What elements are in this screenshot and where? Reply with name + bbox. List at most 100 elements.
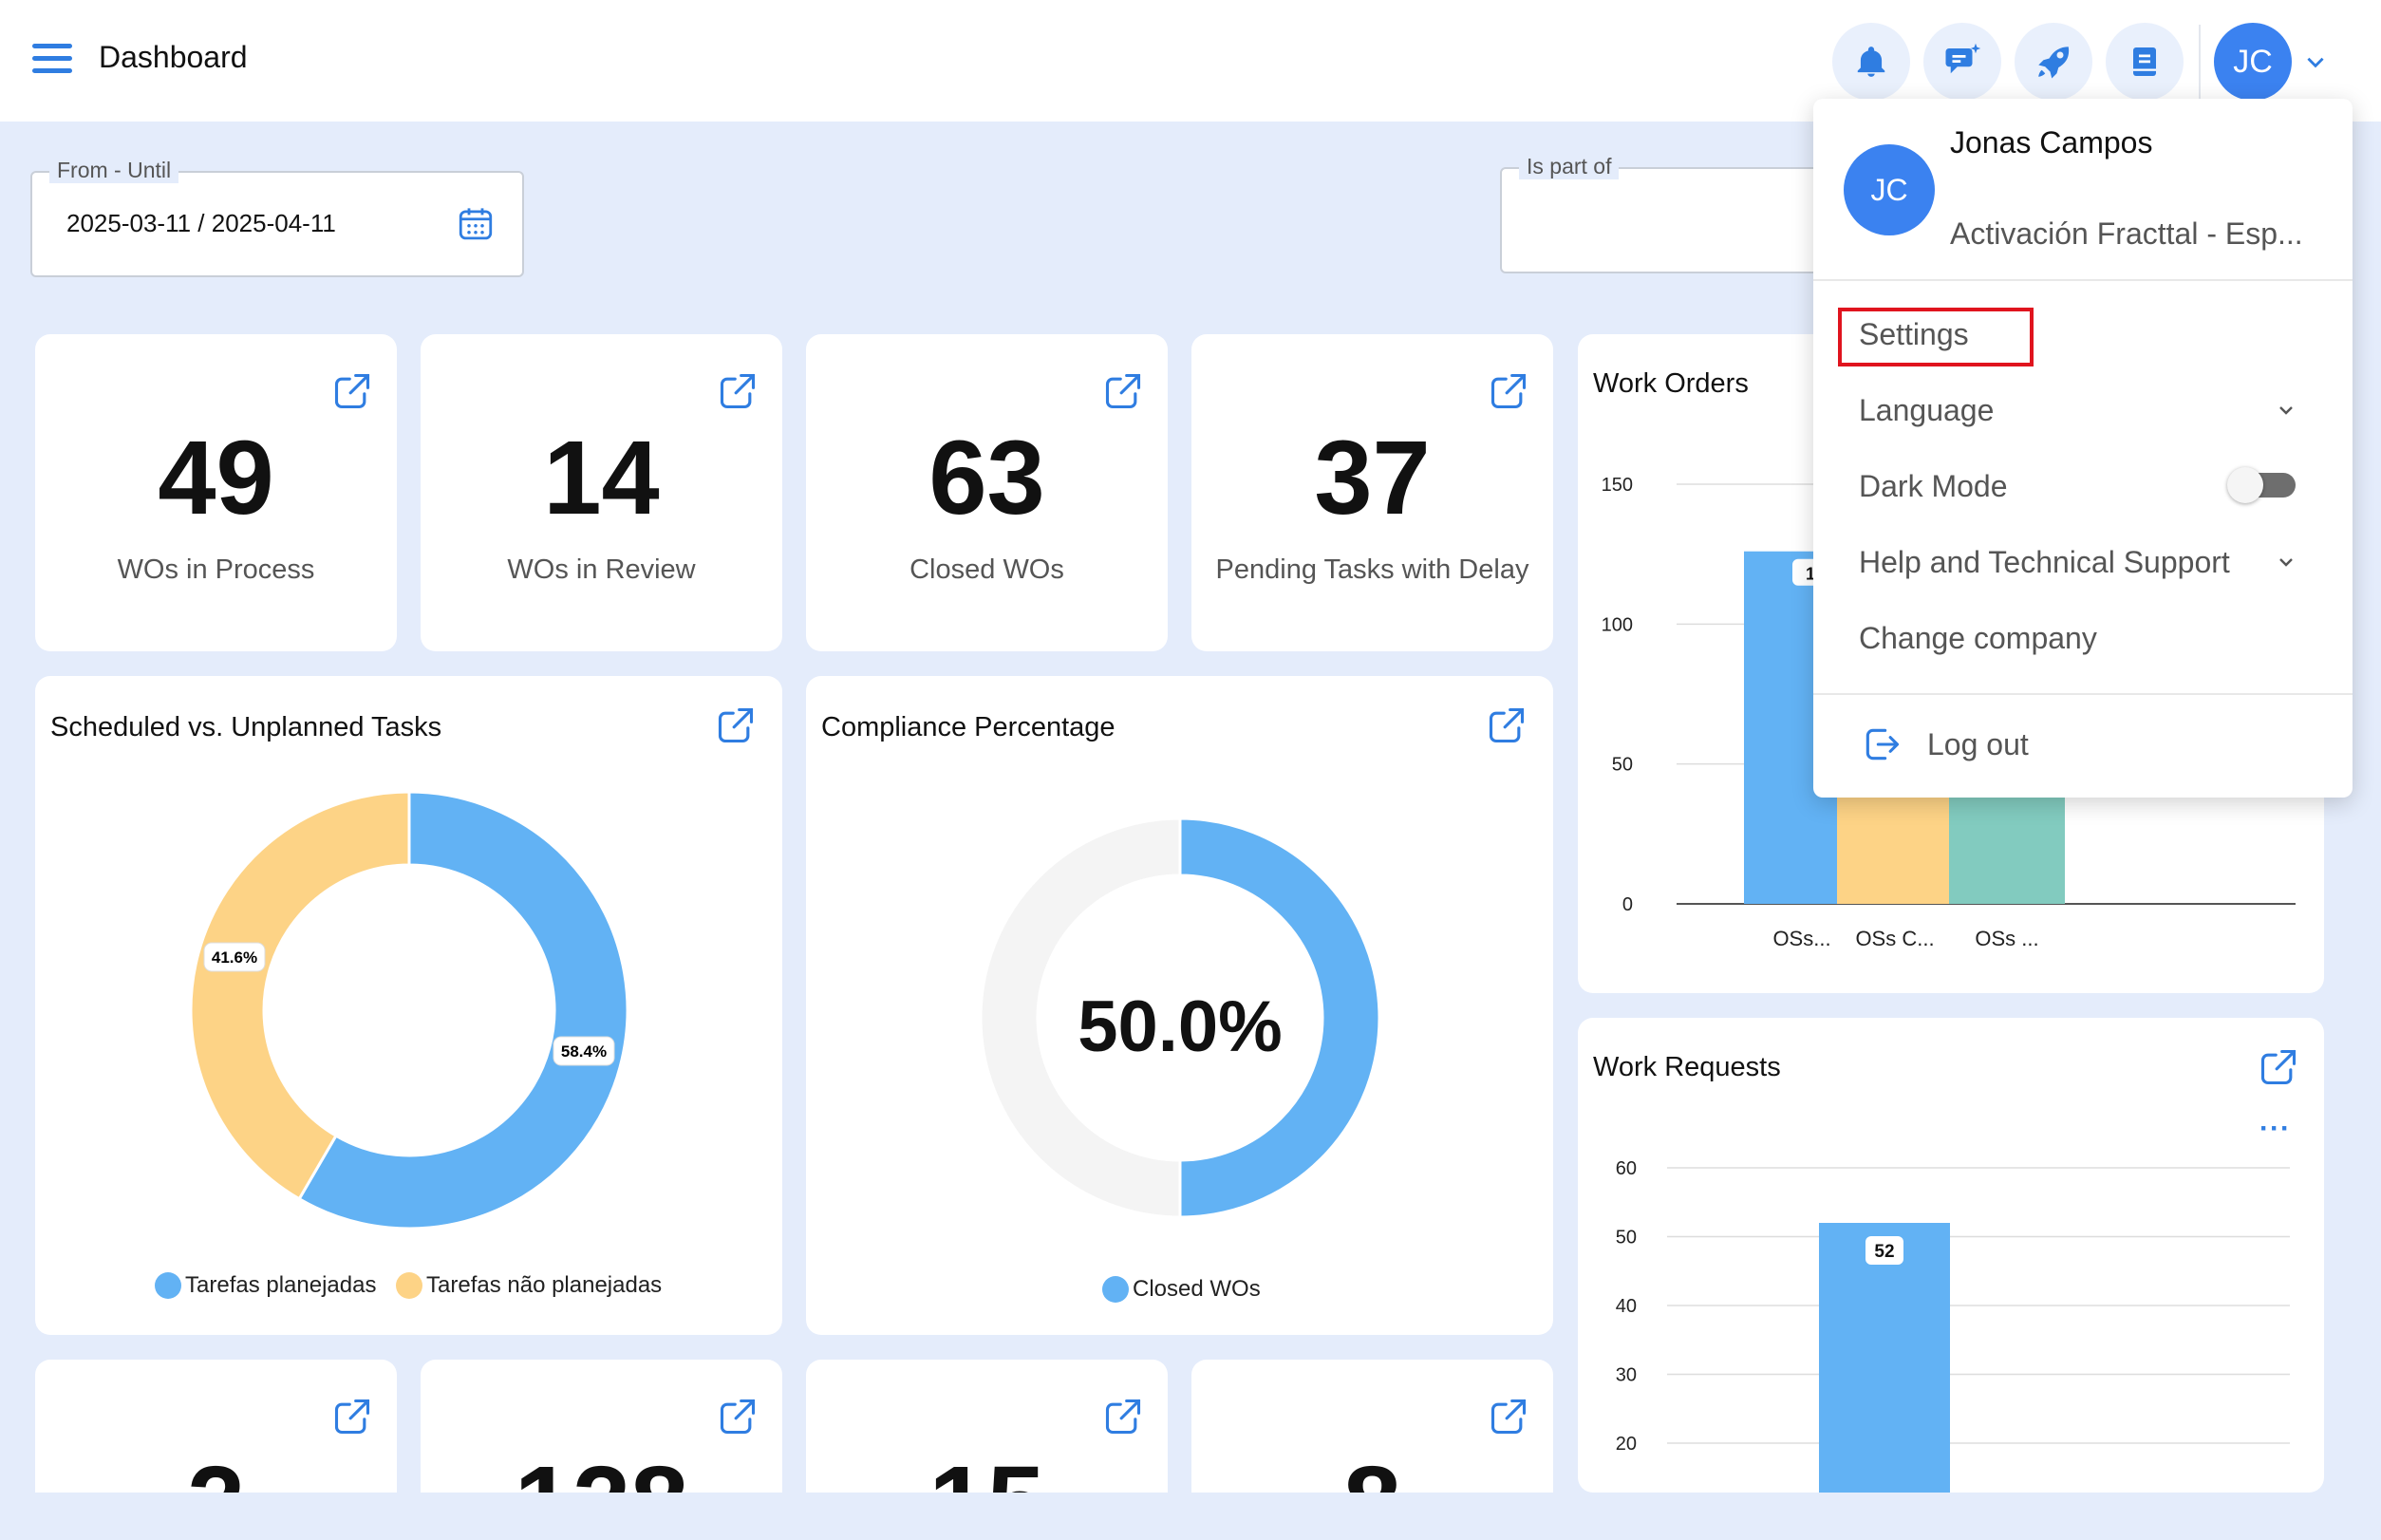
external-link-icon[interactable] [1488,370,1529,417]
kpi-card[interactable]: 14 WOs in Review [421,334,782,651]
x-tick-label: OSs ... [1975,927,2038,950]
chart-title: Scheduled vs. Unplanned Tasks [50,712,442,742]
header-divider [2199,25,2201,99]
menu-item-settings[interactable]: Settings [1859,317,1969,351]
legend-planned[interactable]: Tarefas planejadas [155,1272,376,1299]
data-label: 1 [1806,565,1815,584]
svg-text:58.4%: 58.4% [561,1042,607,1061]
legend-dot [396,1272,422,1299]
kpi-label: Pending Tasks with Delay [1215,554,1529,585]
external-link-icon[interactable] [1488,1396,1529,1442]
menu-item-logout[interactable]: Log out [1927,727,2029,761]
date-range-field[interactable]: From - Until 2025-03-11 / 2025-04-11 [30,158,524,277]
external-link-icon[interactable] [2258,1046,2299,1093]
top-bar: Dashboard JC [0,0,2381,122]
external-link-icon[interactable] [717,370,759,417]
kpi-card[interactable]: 63 Closed WOs [806,334,1168,651]
menu-item-change-company[interactable]: Change company [1859,621,2097,655]
user-menu-dropdown: JC Jonas Campos Activación Fracttal - Es… [1813,99,2353,798]
menu-item-help[interactable]: Help and Technical Support [1859,545,2230,579]
chevron-down-icon[interactable] [2275,551,2297,578]
y-tick-label: 30 [1616,1365,1637,1386]
rocket-icon[interactable] [2015,23,2092,101]
kpi-card[interactable]: 15 [806,1360,1168,1493]
y-tick-label: 100 [1602,614,1633,635]
book-icon[interactable] [2106,23,2184,101]
donut-segment-planned[interactable] [297,790,629,1230]
kpi-card[interactable]: 128 [421,1360,782,1493]
y-tick-label: 0 [1622,894,1633,915]
kpi-card[interactable]: 8 [1191,1360,1553,1493]
chevron-down-icon[interactable] [2303,49,2328,79]
y-tick-label: 20 [1616,1434,1637,1455]
date-range-value: 2025-03-11 / 2025-04-11 [66,209,336,237]
kpi-value: 37 [1314,420,1431,536]
is-part-of-label: Is part of [1519,154,1620,179]
user-avatar-button[interactable]: JC [2214,23,2292,101]
donut-segment-unplanned[interactable] [189,790,411,1201]
legend-label: Closed WOs [1133,1276,1261,1302]
user-menu-avatar: JC [1844,144,1935,235]
legend-dot [1102,1276,1129,1303]
legend-label: Tarefas planejadas [185,1272,377,1298]
external-link-icon[interactable] [715,704,757,751]
compliance-card: Compliance Percentage 50.0% Closed WOs [806,676,1553,1335]
legend-dot [155,1272,181,1299]
chart-title: Work Orders [1593,368,1749,399]
calendar-icon[interactable] [456,203,496,250]
user-company: Activación Fracttal - Esp... [1950,216,2303,251]
external-link-icon[interactable] [1102,370,1144,417]
chart-title: Work Requests [1593,1052,1781,1082]
compliance-donut-chart: 50.0% [979,817,1381,1219]
donut-segments [189,790,629,1230]
hamburger-menu-icon[interactable] [32,44,72,76]
logout-icon[interactable] [1861,723,1903,770]
y-tick-label: 50 [1616,1228,1637,1249]
y-tick-label: 150 [1602,475,1633,496]
chart-title: Compliance Percentage [821,712,1116,742]
more-options-icon[interactable]: ··· [2259,1113,2291,1144]
external-link-icon[interactable] [717,1396,759,1442]
external-link-icon[interactable] [1486,704,1528,751]
settings-highlight-box [1838,308,2034,366]
menu-item-language[interactable]: Language [1859,393,1995,427]
kpi-label: WOs in Process [117,554,315,585]
external-link-icon[interactable] [331,370,373,417]
dark-mode-toggle[interactable] [2227,467,2296,503]
x-tick-label: OSs... [1772,927,1830,950]
donut-chart: 58.4% 41.6% [189,790,629,1230]
kpi-value: 49 [158,420,274,536]
kpi-value: 14 [543,420,660,536]
kpi-card[interactable]: 37 Pending Tasks with Delay [1191,334,1553,651]
kpi-card[interactable]: 2 [35,1360,397,1493]
kpi-label: Closed WOs [909,554,1064,585]
donut-segment-remaining[interactable] [979,817,1182,1219]
page-title: Dashboard [99,40,248,74]
x-tick-label: OSs C... [1855,927,1934,950]
y-tick-label: 50 [1612,755,1633,776]
menu-divider [1813,693,2353,695]
y-tick-label: 60 [1616,1158,1637,1179]
kpi-value: 63 [928,420,1045,536]
menu-item-dark-mode[interactable]: Dark Mode [1859,469,2008,503]
legend-unplanned[interactable]: Tarefas não planejadas [396,1272,662,1299]
bar[interactable] [1819,1223,1950,1493]
svg-text:41.6%: 41.6% [212,948,257,967]
user-name: Jonas Campos [1950,125,2153,160]
legend-closed-wos[interactable]: Closed WOs [1102,1276,1261,1303]
donut-segment-closed[interactable] [1178,817,1381,1219]
chevron-down-icon[interactable] [2275,399,2297,426]
data-label-planned: 58.4% [553,1036,615,1066]
legend-label: Tarefas não planejadas [426,1272,663,1298]
external-link-icon[interactable] [331,1396,373,1442]
bell-icon[interactable] [1832,23,1910,101]
data-label: 52 [1874,1242,1894,1262]
scheduled-vs-unplanned-card: Scheduled vs. Unplanned Tasks 58.4% 41.6… [35,676,782,1335]
work-requests-bar-chart: 60 50 40 30 20 52 [1616,1158,2290,1493]
external-link-icon[interactable] [1102,1396,1144,1442]
date-range-label: From - Until [49,158,179,183]
kpi-value: 15 [806,1443,1168,1493]
kpi-value: 8 [1191,1443,1553,1493]
kpi-card[interactable]: 49 WOs in Process [35,334,397,651]
chat-sparkle-icon[interactable] [1923,23,2001,101]
